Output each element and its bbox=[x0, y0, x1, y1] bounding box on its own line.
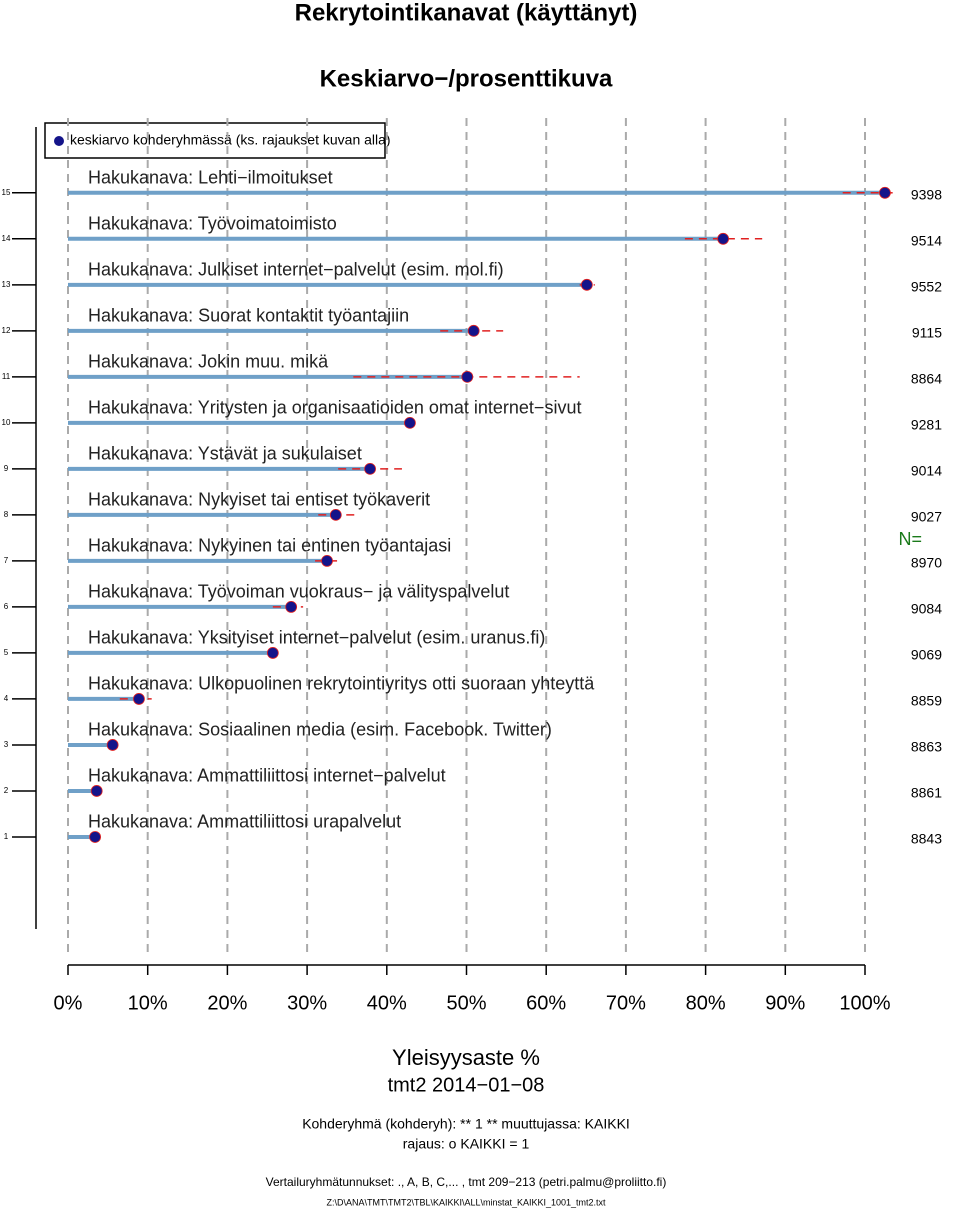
y-tick-label: 1 bbox=[4, 832, 9, 841]
y-tick-label: 2 bbox=[4, 786, 9, 795]
x-tick-label: 10% bbox=[128, 992, 168, 1014]
category-label: Hakukanava: Ulkopuolinen rekrytointiyrit… bbox=[88, 674, 595, 694]
n-value: 9069 bbox=[911, 647, 942, 663]
footer: Vertailuryhmätunnukset: ., A, B, C,... ,… bbox=[266, 1175, 667, 1189]
x-tick-label: 80% bbox=[686, 992, 726, 1014]
mean-dot bbox=[89, 831, 101, 843]
category-label: Hakukanava: Työvoimatoimisto bbox=[88, 214, 337, 234]
mean-dot bbox=[364, 462, 376, 475]
chart-subtitle: Keskiarvo−/prosenttikuva bbox=[320, 65, 613, 92]
mean-dot bbox=[266, 647, 279, 659]
mean-dot bbox=[321, 554, 333, 567]
category-label: Hakukanava: Yritysten ja organisaatioide… bbox=[88, 398, 581, 418]
x-tick-label: 100% bbox=[839, 992, 890, 1014]
n-value: 8970 bbox=[911, 555, 942, 571]
x-tick-label: 60% bbox=[526, 992, 566, 1014]
category-label: Hakukanava: Ammattiliittosi urapalvelut bbox=[88, 812, 401, 832]
n-value: 9084 bbox=[911, 601, 942, 617]
note: rajaus: o KAIKKI = 1 bbox=[403, 1136, 530, 1152]
n-value: 8861 bbox=[911, 785, 942, 801]
mean-dot bbox=[133, 693, 145, 705]
n-value: 8863 bbox=[911, 739, 942, 755]
y-tick-label: 15 bbox=[2, 188, 11, 197]
file-path: Z:\D\ANA\TMT\TMT2\TBL\KAIKKI\ALL\minstat… bbox=[326, 1197, 606, 1207]
y-tick-label: 5 bbox=[4, 648, 9, 657]
mean-dot bbox=[404, 416, 416, 429]
n-value: 9115 bbox=[912, 325, 942, 341]
x-tick-label: 70% bbox=[606, 992, 646, 1014]
n-value: 8843 bbox=[911, 831, 942, 847]
y-tick-label: 8 bbox=[4, 510, 9, 519]
mean-dot bbox=[106, 739, 119, 751]
x-tick-label: 90% bbox=[765, 992, 805, 1014]
x-tick-label: 30% bbox=[287, 992, 327, 1014]
mean-dot bbox=[329, 508, 342, 521]
category-label: Hakukanava: Ystävät ja sukulaiset bbox=[88, 444, 362, 464]
y-tick-label: 4 bbox=[4, 694, 9, 703]
category-label: Hakukanava: Sosiaalinen media (esim. Fac… bbox=[88, 720, 552, 740]
mean-dot bbox=[580, 278, 593, 291]
x-tick-label: 0% bbox=[54, 992, 83, 1014]
mean-dot bbox=[461, 370, 474, 383]
y-tick-label: 10 bbox=[2, 418, 11, 427]
n-value: 9014 bbox=[911, 463, 942, 479]
n-value: 9281 bbox=[911, 417, 942, 433]
chart-title: Rekrytointikanavat (käyttänyt) bbox=[295, 0, 638, 26]
n-value: 9027 bbox=[911, 509, 942, 525]
mean-dot bbox=[717, 232, 730, 245]
y-tick-label: 3 bbox=[4, 740, 9, 749]
n-label: N= bbox=[898, 529, 922, 549]
y-tick-label: 12 bbox=[2, 326, 11, 335]
category-label: Hakukanava: Yksityiset internet−palvelut… bbox=[88, 628, 545, 648]
category-label: Hakukanava: Nykyiset tai entiset työkave… bbox=[88, 490, 430, 510]
category-label: Hakukanava: Julkiset internet−palvelut (… bbox=[88, 260, 504, 280]
legend-box bbox=[44, 122, 386, 159]
n-value: 8859 bbox=[911, 693, 942, 709]
legend-marker bbox=[54, 136, 64, 146]
mean-dot bbox=[879, 186, 891, 199]
category-label: Hakukanava: Työvoiman vuokraus− ja välit… bbox=[88, 582, 509, 602]
y-tick-label: 14 bbox=[2, 234, 11, 243]
n-value: 9398 bbox=[911, 187, 942, 203]
n-value: 9514 bbox=[911, 233, 942, 249]
category-label: Hakukanava: Lehti−ilmoitukset bbox=[88, 168, 333, 188]
mean-dot bbox=[90, 785, 103, 797]
x-axis-label: Yleisyysaste % bbox=[392, 1045, 540, 1070]
category-label: Hakukanava: Suorat kontaktit työantajiin bbox=[88, 306, 409, 326]
category-label: Hakukanava: Nykyinen tai entinen työanta… bbox=[88, 536, 451, 556]
note: Kohderyhmä (kohderyh): ** 1 ** muuttujas… bbox=[302, 1116, 630, 1132]
n-value: 8864 bbox=[911, 371, 942, 387]
y-tick-label: 7 bbox=[4, 556, 9, 565]
mean-dot bbox=[285, 601, 298, 613]
x-tick-label: 50% bbox=[446, 992, 486, 1014]
y-tick-label: 11 bbox=[2, 372, 11, 381]
y-tick-label: 6 bbox=[4, 602, 9, 611]
date-label: tmt2 2014−01−08 bbox=[388, 1074, 545, 1096]
x-tick-label: 20% bbox=[207, 992, 247, 1014]
n-value: 9552 bbox=[911, 279, 942, 295]
category-label: Hakukanava: Jokin muu. mikä bbox=[88, 352, 329, 372]
legend-label: keskiarvo kohderyhmässä (ks. rajaukset k… bbox=[70, 132, 391, 148]
category-label: Hakukanava: Ammattiliittosi internet−pal… bbox=[88, 766, 446, 786]
y-tick-label: 9 bbox=[4, 464, 9, 473]
mean-dot bbox=[467, 324, 480, 337]
x-tick-label: 40% bbox=[367, 992, 407, 1014]
y-tick-label: 13 bbox=[2, 280, 11, 289]
